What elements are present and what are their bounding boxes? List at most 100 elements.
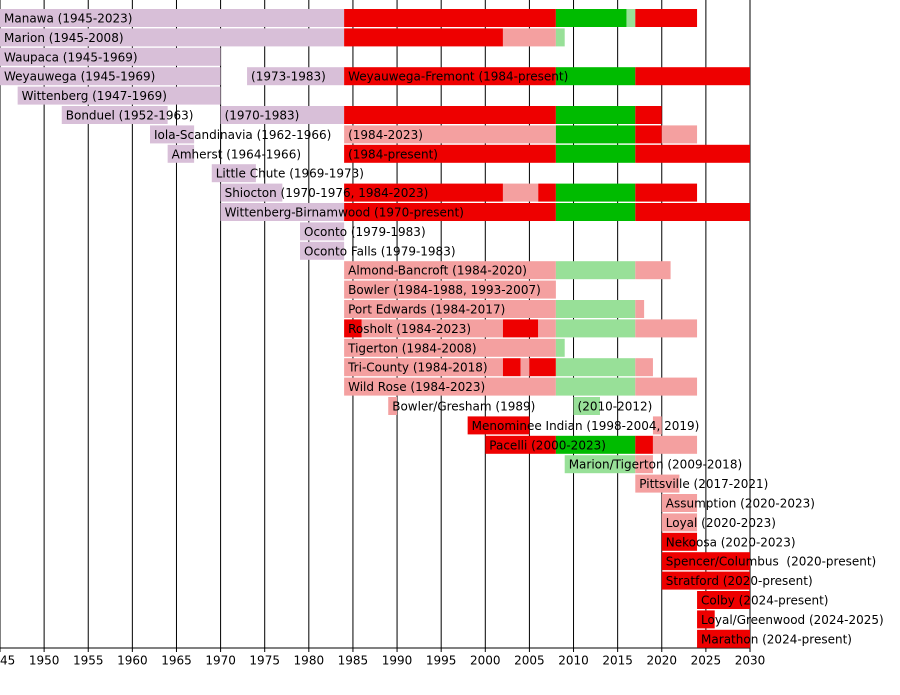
x-tick-label: 1995 — [426, 654, 457, 668]
team-label: Oconto Falls (1979-1983) — [304, 244, 456, 258]
membership-bar — [626, 9, 636, 27]
team-label: Tri-County (1984-2018) — [347, 361, 488, 375]
membership-bar — [467, 416, 530, 435]
team-label: Oconto (1979-1983) — [304, 225, 426, 239]
x-tick-label: 1990 — [382, 654, 413, 668]
x-tick-label: 1975 — [249, 654, 280, 668]
team-label: Loyal/Greenwood (2024-2025) — [701, 613, 884, 627]
membership-bar — [635, 377, 698, 396]
membership-bar — [555, 28, 565, 47]
membership-bar — [635, 125, 662, 144]
team-label: Amherst (1964-1966) — [172, 147, 301, 161]
team-label: Little Chute (1969-1973) — [216, 167, 364, 181]
membership-bar — [635, 435, 653, 454]
membership-bar — [652, 416, 662, 435]
membership-bar — [344, 280, 556, 299]
membership-bar — [344, 9, 556, 27]
membership-bar — [635, 455, 653, 474]
membership-bar — [555, 106, 636, 124]
membership-bar — [300, 241, 345, 260]
membership-bar — [635, 203, 750, 221]
team-label: Bowler/Gresham (1989) — [392, 400, 535, 414]
x-tick-label: 1985 — [338, 654, 369, 668]
team-label: (1984-present) — [348, 147, 438, 161]
team-label: Stratford (2020-present) — [666, 574, 813, 588]
membership-bar — [220, 203, 345, 221]
team-label: Wild Rose (1984-2023) — [348, 380, 485, 394]
team-label: Wittenberg-Birnamwood (1970-present) — [225, 206, 464, 220]
membership-bar — [247, 67, 345, 86]
membership-bar — [0, 28, 345, 47]
membership-bar — [0, 47, 221, 66]
membership-bar — [344, 203, 556, 221]
team-label: Wittenberg (1947-1969) — [22, 89, 167, 103]
membership-bar — [555, 358, 636, 377]
team-label: Weyauwega-Fremont (1984-present) — [348, 70, 568, 84]
membership-bar — [661, 571, 750, 590]
membership-bar — [344, 261, 556, 280]
membership-bar — [661, 532, 698, 551]
team-label: Waupaca (1945-1969) — [4, 50, 138, 64]
membership-bar — [635, 183, 698, 202]
membership-bar — [652, 435, 698, 454]
membership-bar — [344, 183, 503, 202]
team-label: Shiocton (1970-1976, 1984-2023) — [225, 186, 429, 200]
membership-bar — [661, 552, 750, 571]
membership-bar — [555, 125, 636, 144]
x-tick-label: 2030 — [735, 654, 766, 668]
membership-bar — [344, 28, 503, 47]
membership-bar — [344, 338, 556, 357]
membership-bar — [344, 125, 556, 144]
membership-bar — [555, 300, 636, 318]
membership-bar — [573, 397, 600, 415]
team-label: Marion/Tigerton (2009-2018) — [569, 458, 742, 472]
membership-bar — [697, 610, 715, 629]
membership-bar — [635, 9, 698, 27]
x-tick-label: 1950 — [29, 654, 60, 668]
membership-bar — [502, 28, 556, 47]
membership-bar — [555, 9, 627, 27]
membership-bar — [555, 67, 636, 86]
membership-bar — [555, 435, 636, 454]
team-label: (1973-1983) — [251, 70, 326, 84]
membership-bar — [635, 300, 645, 318]
membership-bar — [697, 591, 750, 609]
membership-bar — [555, 377, 636, 396]
membership-bar — [555, 183, 636, 202]
membership-bar — [538, 183, 556, 202]
membership-bar — [344, 106, 556, 124]
membership-bar — [220, 183, 283, 202]
membership-bar — [635, 358, 653, 377]
membership-bar — [635, 261, 671, 280]
membership-bar — [0, 67, 221, 86]
x-tick-label: 2000 — [470, 654, 501, 668]
membership-bar — [529, 358, 556, 377]
membership-bar — [344, 358, 503, 377]
team-label: Bowler (1984-1988, 1993-2007) — [348, 283, 541, 297]
membership-bar — [520, 358, 530, 377]
x-tick-label: 2005 — [514, 654, 545, 668]
membership-bar — [555, 261, 636, 280]
membership-bar — [635, 319, 698, 338]
membership-bar — [150, 125, 195, 144]
membership-bar — [661, 513, 698, 532]
x-tick-label: 1980 — [294, 654, 325, 668]
membership-bar — [635, 474, 680, 493]
membership-bar — [388, 397, 398, 415]
membership-bar — [300, 222, 345, 241]
team-label: Loyal (2020-2023) — [666, 516, 776, 530]
team-label: (2010-2012) — [578, 400, 653, 414]
membership-bar — [555, 203, 636, 221]
team-label: Almond-Bancroft (1984-2020) — [348, 264, 527, 278]
team-label: Colby (2024-present) — [701, 594, 828, 608]
team-label: Bonduel (1952-1963) — [66, 109, 194, 123]
x-tick-label: 1960 — [117, 654, 148, 668]
x-tick-label: 2020 — [646, 654, 677, 668]
membership-bar — [361, 319, 503, 338]
x-tick-label: 1955 — [73, 654, 104, 668]
membership-bar — [220, 106, 345, 124]
membership-bar — [485, 435, 556, 454]
membership-bar — [635, 67, 750, 86]
membership-bar — [555, 338, 565, 357]
